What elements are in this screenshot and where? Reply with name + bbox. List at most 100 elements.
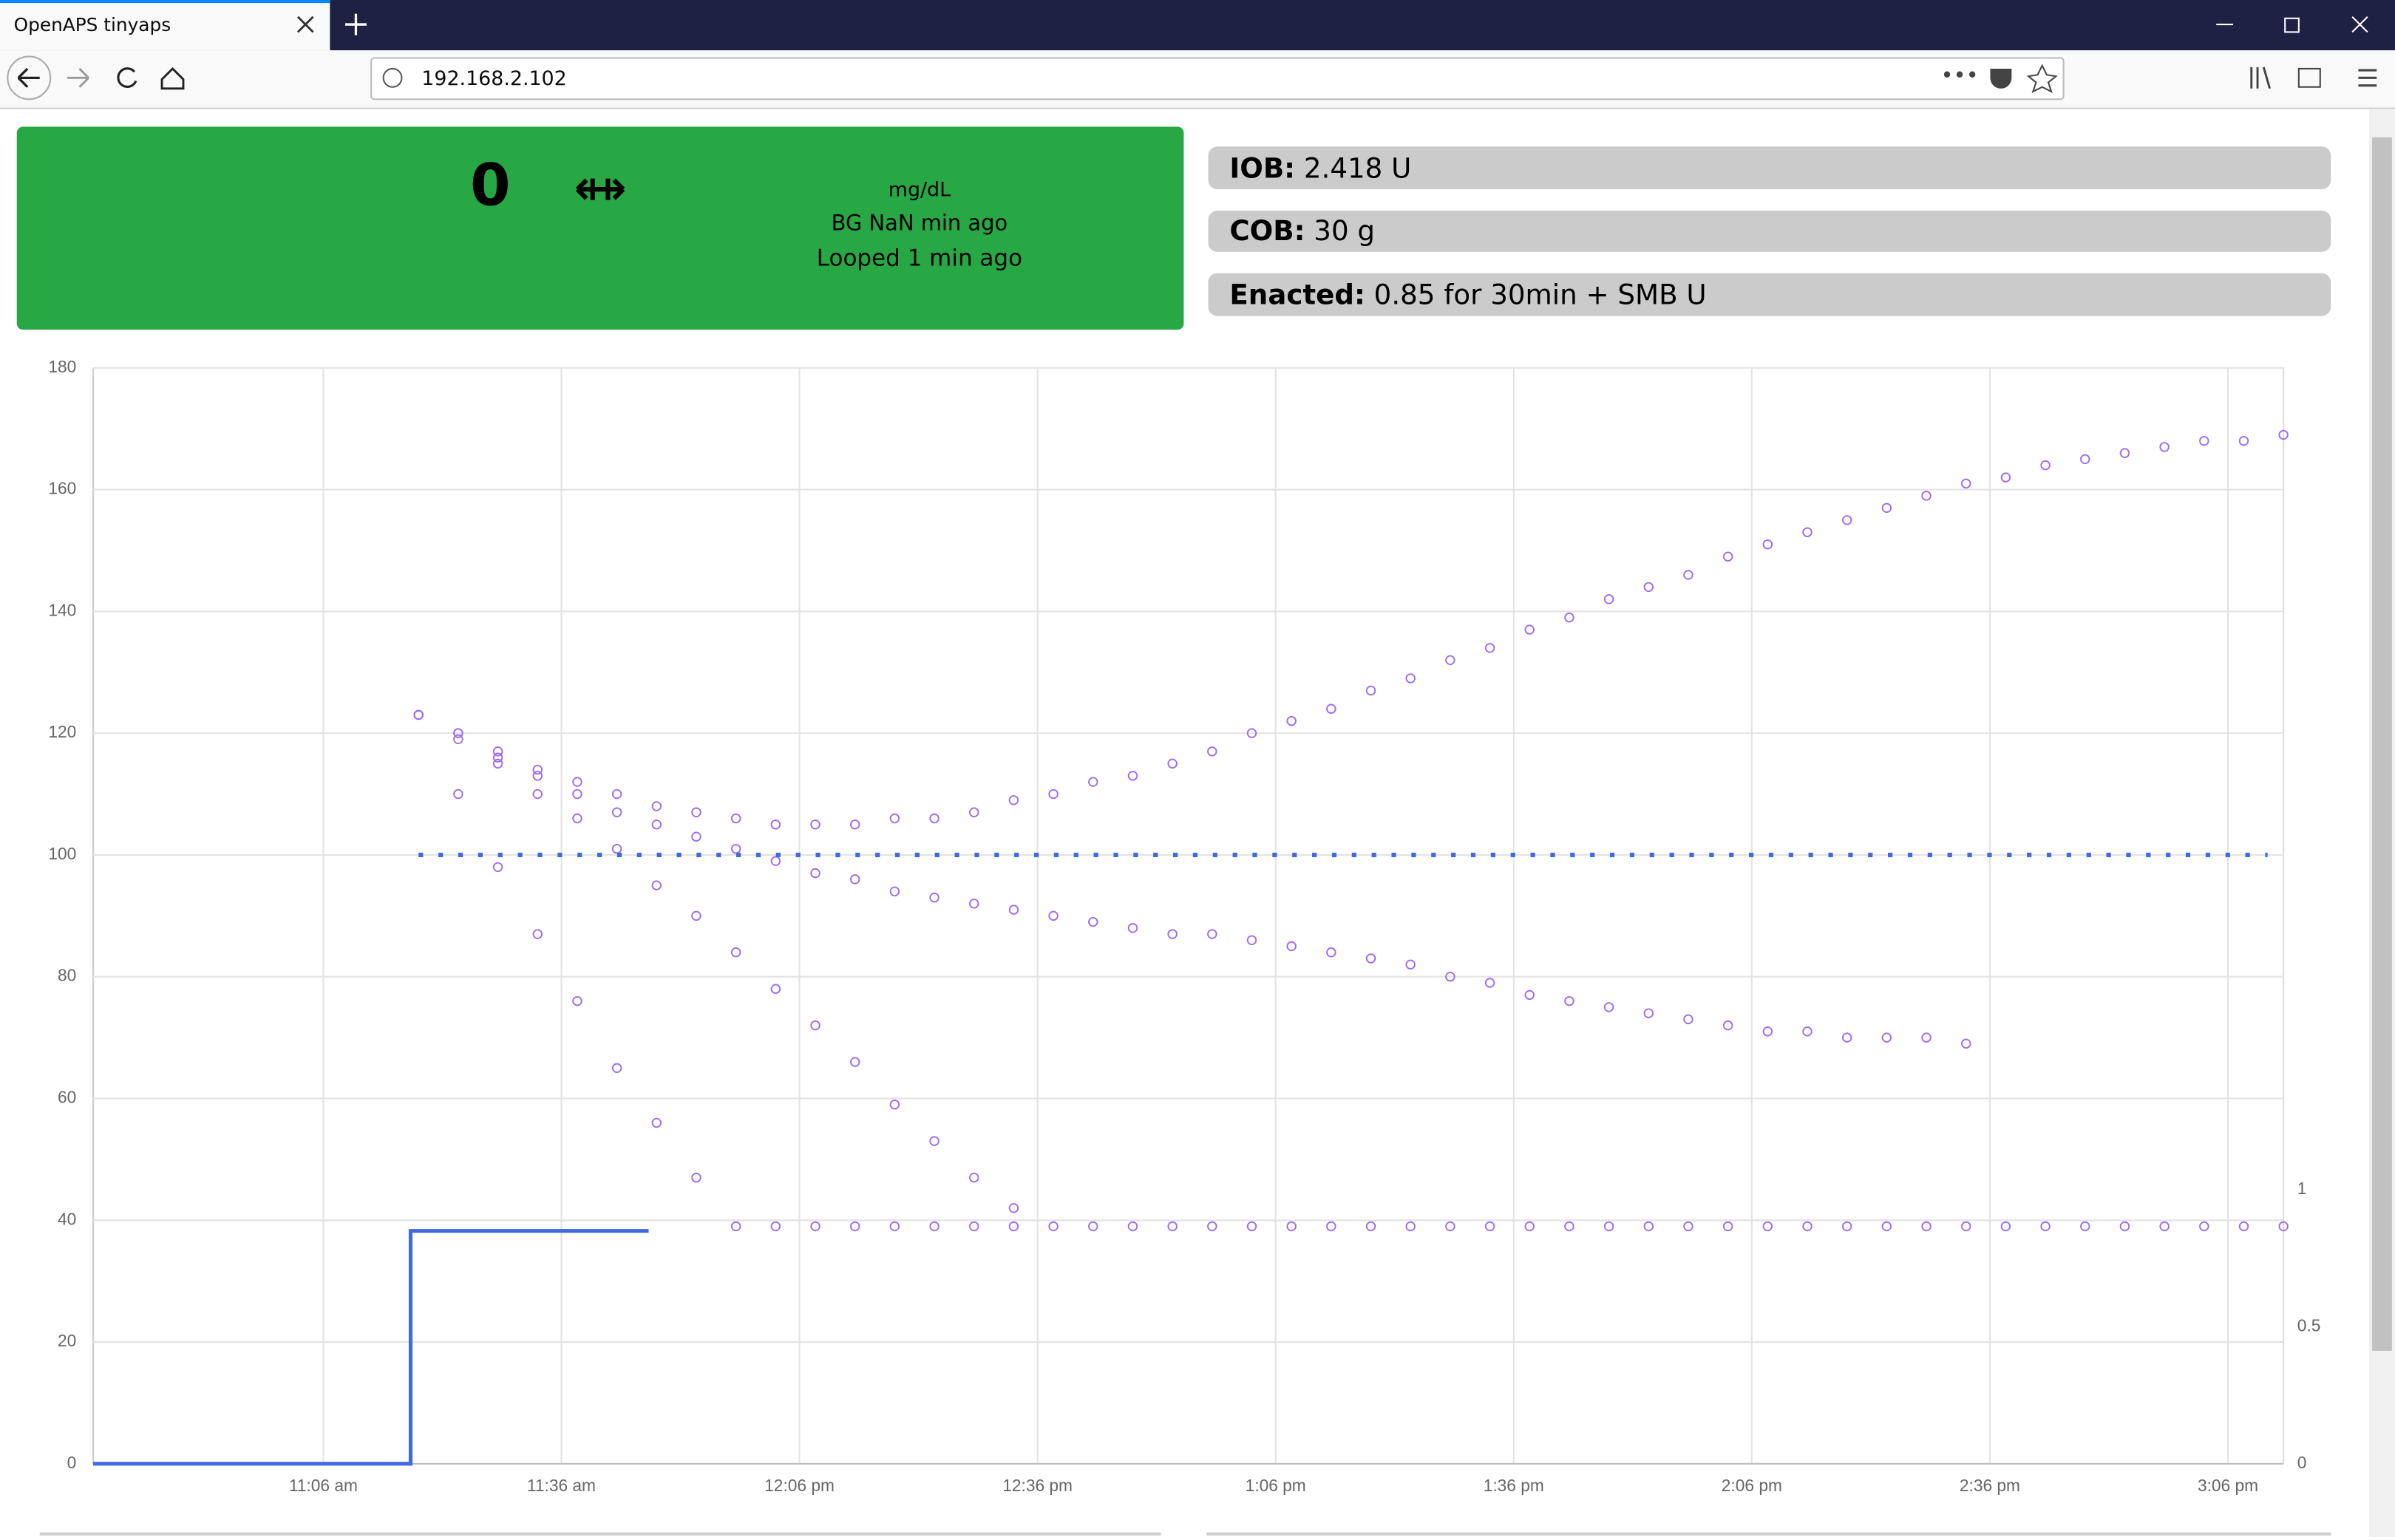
prediction-point bbox=[969, 807, 979, 817]
close-window[interactable] bbox=[2351, 16, 2368, 33]
prediction-point bbox=[1365, 685, 1376, 696]
prediction-point bbox=[1841, 1221, 1852, 1232]
prediction-point bbox=[1921, 1032, 1932, 1043]
iob-label: IOB: bbox=[1229, 151, 1295, 184]
prediction-point bbox=[651, 880, 662, 890]
prediction-point bbox=[2199, 435, 2209, 446]
prediction-point bbox=[810, 1221, 821, 1232]
pocket[interactable] bbox=[1990, 68, 2012, 89]
prediction-point bbox=[691, 1172, 701, 1183]
prediction-point bbox=[1841, 1032, 1852, 1043]
prediction-point bbox=[651, 1117, 662, 1128]
prediction-point bbox=[1008, 904, 1019, 915]
back-arrow bbox=[17, 67, 40, 88]
prediction-point bbox=[691, 807, 701, 817]
home-button[interactable] bbox=[160, 67, 185, 90]
prediction-point bbox=[1722, 1020, 1733, 1031]
prediction-point bbox=[770, 856, 781, 866]
iob-value: 2.418 U bbox=[1304, 151, 1411, 184]
y-tick-label: 40 bbox=[58, 1209, 76, 1228]
prediction-point bbox=[492, 752, 503, 763]
enacted-pill bbox=[1208, 273, 2331, 316]
prediction-point bbox=[1405, 673, 1416, 684]
prediction-point bbox=[2238, 1221, 2249, 1232]
prediction-point bbox=[1484, 1221, 1495, 1232]
site-info[interactable] bbox=[382, 67, 403, 88]
prediction-point bbox=[492, 746, 503, 757]
url-bar[interactable] bbox=[370, 57, 2065, 100]
prediction-point bbox=[889, 886, 900, 897]
prediction-point bbox=[1564, 995, 1574, 1006]
prediction-point bbox=[1008, 1221, 1019, 1232]
prediction-point bbox=[1762, 539, 1773, 550]
x-tick-label: 11:06 am bbox=[289, 1476, 358, 1495]
x-tick-label: 3:06 pm bbox=[2198, 1476, 2258, 1495]
cob-value: 30 g bbox=[1314, 214, 1375, 246]
prediction-point bbox=[810, 868, 821, 879]
prediction-point bbox=[453, 728, 463, 738]
menu[interactable] bbox=[2358, 69, 2377, 87]
y2-tick-label: 1 bbox=[2297, 1179, 2307, 1198]
reload-button[interactable] bbox=[117, 67, 137, 88]
restore[interactable] bbox=[2284, 17, 2300, 33]
prediction-point bbox=[849, 1221, 860, 1232]
forward-button[interactable] bbox=[67, 67, 89, 88]
basal-line bbox=[93, 1229, 649, 1466]
prediction-point bbox=[2000, 472, 2011, 483]
prediction-point bbox=[1167, 1221, 1178, 1232]
prediction-point bbox=[1603, 594, 1614, 604]
prediction-point bbox=[1207, 746, 1217, 757]
prediction-point bbox=[1008, 1203, 1019, 1213]
prediction-point bbox=[1048, 1221, 1059, 1232]
prediction-point bbox=[929, 1136, 940, 1146]
library[interactable] bbox=[2250, 67, 2271, 89]
sidebar[interactable] bbox=[2297, 67, 2321, 88]
cob: COB: 30 g bbox=[1229, 214, 1375, 246]
prediction-point bbox=[1365, 1221, 1376, 1232]
prediction-point bbox=[1246, 728, 1257, 738]
enacted-label: Enacted: bbox=[1229, 278, 1365, 310]
prediction-point bbox=[889, 1100, 900, 1110]
prediction-point bbox=[1524, 989, 1535, 1001]
tab-close[interactable] bbox=[296, 16, 314, 33]
prediction-point bbox=[1167, 929, 1178, 939]
back-button[interactable] bbox=[7, 55, 52, 100]
y-tick-label: 0 bbox=[67, 1453, 77, 1472]
prediction-point bbox=[1445, 655, 1455, 665]
y-tick-label: 120 bbox=[48, 722, 76, 741]
url-text: 192.168.2.102 bbox=[421, 67, 566, 90]
prediction-point bbox=[572, 788, 582, 800]
prediction-point bbox=[1405, 959, 1416, 970]
prediction-point bbox=[1008, 795, 1019, 805]
prediction-point bbox=[1048, 788, 1059, 800]
prediction-point bbox=[1167, 758, 1178, 769]
prediction-point bbox=[1484, 643, 1495, 653]
prediction-point bbox=[1961, 478, 1971, 489]
prediction-point bbox=[532, 788, 543, 800]
x-tick-label: 1:36 pm bbox=[1484, 1476, 1544, 1495]
bookmark[interactable] bbox=[2026, 64, 2058, 93]
prediction-point bbox=[1762, 1026, 1773, 1037]
prediction-point bbox=[1524, 1221, 1535, 1232]
scrollbar-thumb[interactable] bbox=[2372, 137, 2392, 1352]
x-tick-label: 12:36 pm bbox=[1002, 1476, 1073, 1495]
prediction-point bbox=[969, 1172, 979, 1183]
page-actions[interactable]: ••• bbox=[1941, 62, 1979, 87]
prediction-point bbox=[2080, 1221, 2090, 1232]
prediction-point bbox=[730, 843, 741, 854]
new-tab[interactable] bbox=[344, 13, 367, 35]
prediction-point bbox=[1961, 1221, 1971, 1232]
tab[interactable] bbox=[0, 0, 330, 51]
x-tick-label: 2:06 pm bbox=[1722, 1476, 1782, 1495]
prediction-point bbox=[1326, 703, 1336, 714]
tab-indicator bbox=[0, 0, 330, 4]
prediction-point bbox=[1683, 1014, 1694, 1025]
prediction-point bbox=[691, 910, 701, 921]
iob: IOB: 2.418 U bbox=[1229, 151, 1411, 184]
y-tick-label: 60 bbox=[58, 1088, 76, 1107]
prediction-point bbox=[1564, 1221, 1574, 1232]
enacted-value: 0.85 for 30min + SMB U bbox=[1374, 278, 1707, 310]
prediction-point bbox=[2199, 1221, 2209, 1232]
iob-pill bbox=[1208, 146, 2331, 190]
